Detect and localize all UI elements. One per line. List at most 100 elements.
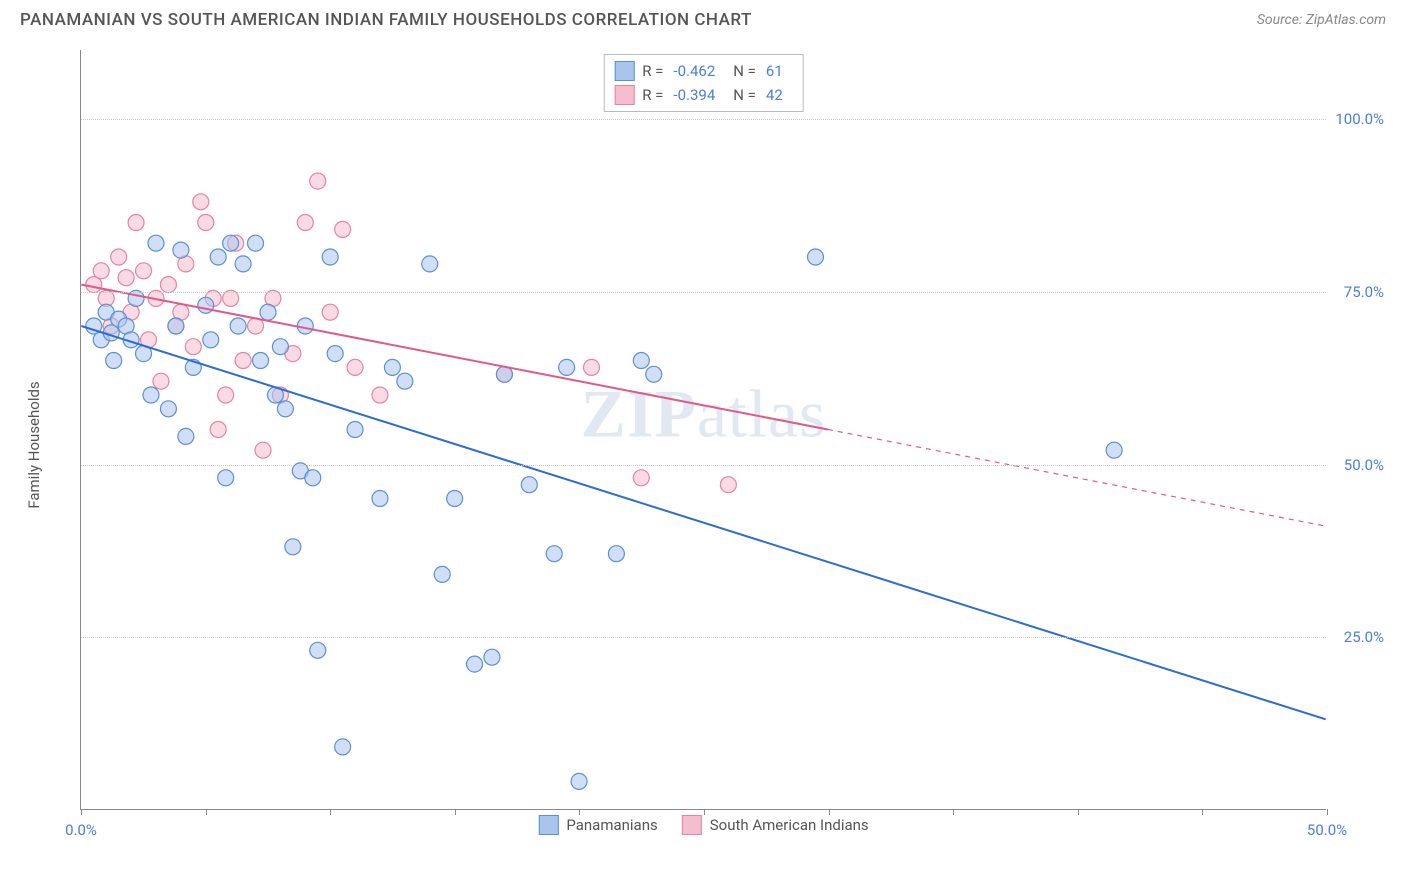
data-point	[111, 311, 127, 327]
data-point	[218, 470, 234, 486]
data-point	[546, 546, 562, 562]
data-point	[248, 318, 264, 334]
data-point	[720, 477, 736, 493]
data-point	[467, 656, 483, 672]
x-tick	[953, 809, 954, 815]
x-tick	[81, 809, 82, 815]
data-point	[372, 491, 388, 507]
data-point	[633, 470, 649, 486]
data-point	[235, 256, 251, 272]
legend-swatch	[682, 815, 702, 835]
data-point	[235, 353, 251, 369]
legend-row: R =-0.394N =42	[614, 83, 793, 107]
data-point	[297, 215, 313, 231]
data-point	[447, 491, 463, 507]
y-tick-label: 25.0%	[1344, 628, 1384, 646]
data-point	[260, 304, 276, 320]
scatter-svg	[81, 50, 1326, 809]
data-point	[93, 263, 109, 279]
data-point	[272, 339, 288, 355]
data-point	[633, 353, 649, 369]
data-point	[571, 773, 587, 789]
data-point	[277, 401, 293, 417]
data-point	[310, 642, 326, 658]
data-point	[253, 353, 269, 369]
data-point	[98, 304, 114, 320]
data-point	[347, 359, 363, 375]
data-point	[384, 359, 400, 375]
data-point	[255, 442, 271, 458]
y-tick-label: 50.0%	[1344, 456, 1384, 474]
data-point	[297, 318, 313, 334]
legend-item: South American Indians	[682, 815, 869, 835]
legend-label: Panamanians	[566, 816, 657, 834]
data-point	[160, 401, 176, 417]
data-point	[305, 470, 321, 486]
data-point	[118, 270, 134, 286]
legend-r-value: -0.462	[673, 62, 715, 80]
data-point	[106, 353, 122, 369]
chart-source: Source: ZipAtlas.com	[1257, 12, 1386, 28]
data-point	[223, 235, 239, 251]
data-point	[173, 242, 189, 258]
x-tick	[330, 809, 331, 815]
legend-r-label: R =	[642, 86, 663, 104]
x-tick	[455, 809, 456, 815]
legend-n-label: N =	[733, 62, 756, 80]
data-point	[608, 546, 624, 562]
x-tick	[704, 809, 705, 815]
data-point	[193, 194, 209, 210]
data-point	[521, 477, 537, 493]
data-point	[143, 387, 159, 403]
legend-r-value: -0.394	[673, 86, 715, 104]
data-point	[103, 318, 119, 334]
data-point	[496, 366, 512, 382]
data-point	[347, 422, 363, 438]
data-point	[322, 249, 338, 265]
data-point	[123, 332, 139, 348]
gridline	[81, 465, 1326, 466]
data-point	[248, 235, 264, 251]
data-point	[210, 249, 226, 265]
x-tick	[1202, 809, 1203, 815]
data-point	[808, 249, 824, 265]
data-point	[198, 297, 214, 313]
data-point	[484, 649, 500, 665]
legend-n-value: 61	[766, 62, 783, 80]
legend-row: R = -0.462 N = 61	[614, 59, 793, 83]
data-point	[434, 566, 450, 582]
data-point	[372, 387, 388, 403]
data-point	[327, 346, 343, 362]
legend-n-value: 42	[766, 86, 783, 104]
data-point	[168, 318, 184, 334]
data-point	[397, 373, 413, 389]
data-point	[86, 277, 102, 293]
data-point	[111, 249, 127, 265]
data-point	[230, 318, 246, 334]
data-point	[168, 318, 184, 334]
gridline	[81, 119, 1326, 120]
data-point	[422, 256, 438, 272]
chart-container: Family Households ZIPatlas R =-0.462N =6…	[50, 50, 1386, 840]
legend-r-label: R =	[642, 62, 663, 80]
data-point	[210, 422, 226, 438]
data-point	[285, 539, 301, 555]
data-point	[93, 332, 109, 348]
data-point	[584, 359, 600, 375]
data-point	[136, 346, 152, 362]
data-point	[272, 387, 288, 403]
correlation-legend: R =-0.462N =61R =-0.394N =42	[603, 54, 804, 112]
y-axis-label: Family Households	[25, 381, 43, 508]
x-tick	[579, 809, 580, 815]
y-tick-label: 100.0%	[1335, 110, 1384, 128]
chart-title: PANAMANIAN VS SOUTH AMERICAN INDIAN FAMI…	[20, 10, 752, 30]
data-point	[1106, 442, 1122, 458]
legend-swatch	[538, 815, 558, 835]
data-point	[285, 346, 301, 362]
trend-line	[81, 326, 1325, 719]
x-tick-label: 50.0%	[1307, 821, 1347, 839]
series-legend: Panamanians South American Indians	[538, 815, 868, 835]
x-tick-label: 0.0%	[65, 821, 97, 839]
data-point	[128, 215, 144, 231]
gridline	[81, 292, 1326, 293]
